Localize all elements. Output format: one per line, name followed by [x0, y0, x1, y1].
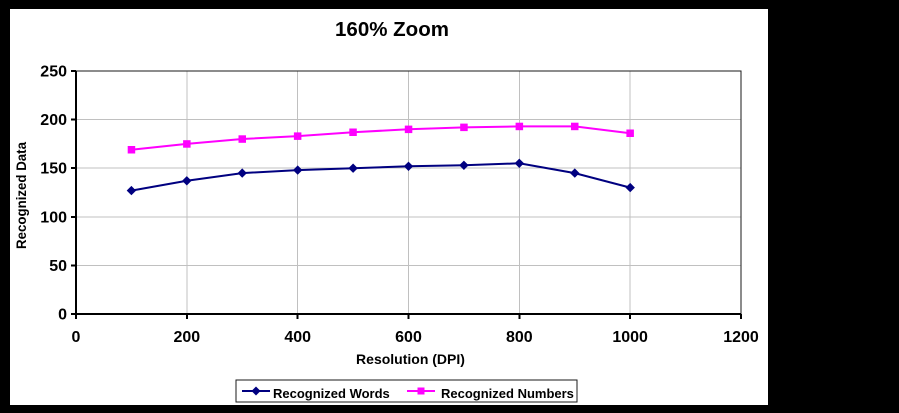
svg-text:250: 250 [40, 64, 67, 81]
svg-text:200: 200 [40, 112, 67, 129]
svg-text:Recognized Words: Recognized Words [273, 386, 390, 401]
svg-text:Recognized Data: Recognized Data [13, 142, 29, 249]
svg-text:100: 100 [40, 209, 67, 226]
svg-text:200: 200 [173, 329, 200, 346]
svg-text:0: 0 [58, 307, 67, 324]
svg-text:Resolution (DPI): Resolution (DPI) [356, 351, 465, 367]
svg-text:400: 400 [284, 329, 311, 346]
svg-text:160% Zoom: 160% Zoom [335, 18, 449, 41]
svg-text:1000: 1000 [612, 329, 648, 346]
svg-text:800: 800 [506, 329, 533, 346]
svg-text:150: 150 [40, 161, 67, 178]
svg-text:Recognized Numbers: Recognized Numbers [441, 386, 574, 401]
svg-text:600: 600 [395, 329, 422, 346]
svg-text:0: 0 [72, 329, 81, 346]
svg-text:1200: 1200 [723, 329, 759, 346]
svg-text:50: 50 [49, 258, 67, 275]
